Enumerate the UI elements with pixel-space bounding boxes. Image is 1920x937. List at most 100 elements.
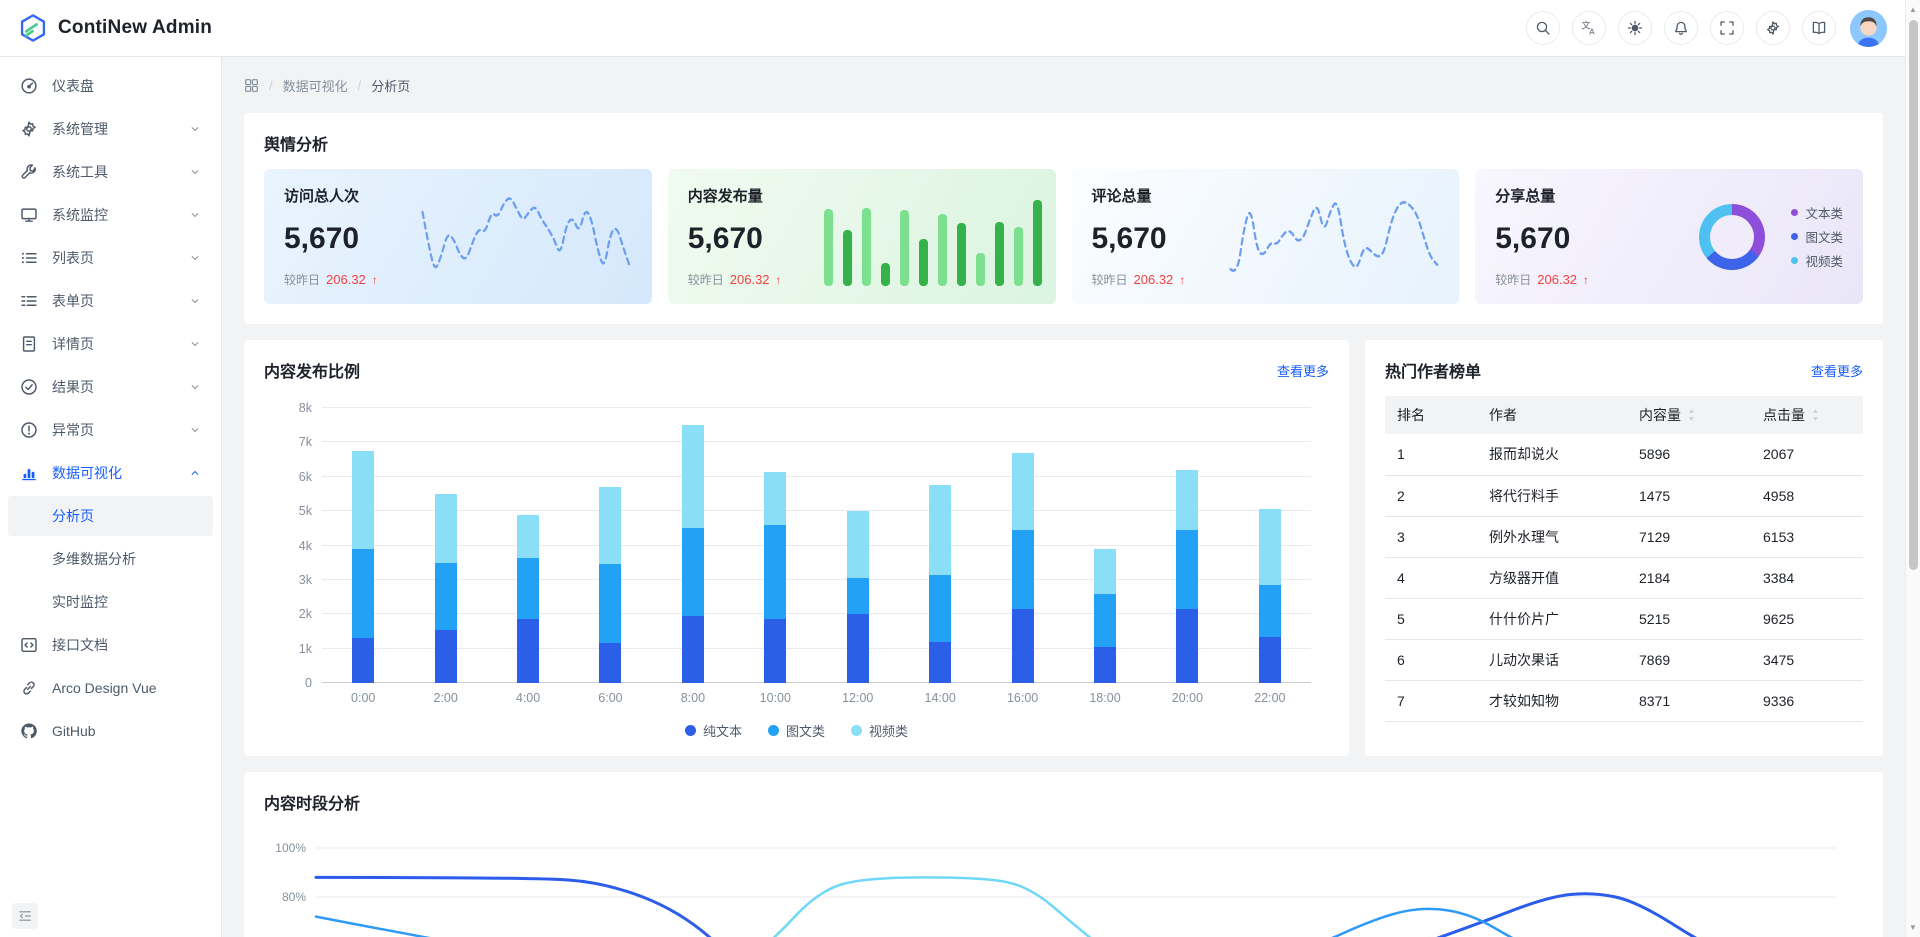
bar-segment-视频类 xyxy=(1176,469,1199,531)
bar-segment-图文类 xyxy=(1094,593,1116,647)
breadcrumb-separator: / xyxy=(357,77,362,93)
sidebar-item-form-pages[interactable]: 表单页 xyxy=(8,281,213,321)
table-cell: 什什价片广 xyxy=(1477,598,1627,640)
legend-item-文本类[interactable]: 文本类 xyxy=(1791,203,1843,222)
bar-slot-0:00 xyxy=(322,450,404,683)
sidebar-item-list-pages[interactable]: 列表页 xyxy=(8,238,213,278)
gridline xyxy=(322,578,1311,580)
line-series-medium-blue xyxy=(314,907,1514,937)
gridline xyxy=(322,441,1311,443)
sidebar-item-detail-pages[interactable]: 详情页 xyxy=(8,324,213,364)
theme-button[interactable] xyxy=(1618,11,1652,45)
user-avatar[interactable] xyxy=(1850,9,1887,47)
chevron-up-icon xyxy=(189,467,201,479)
x-axis-label: 4:00 xyxy=(515,691,541,705)
sidebar-item-arco-design-vue[interactable]: Arco Design Vue xyxy=(8,668,213,708)
sidebar-item-label: 异常页 xyxy=(52,422,94,438)
bar-segment-视频类 xyxy=(517,514,540,558)
file-icon xyxy=(20,335,38,353)
legend-label: 纯文本 xyxy=(702,724,742,739)
legend-dot xyxy=(1791,233,1799,240)
legend-label: 文本类 xyxy=(1805,207,1843,221)
x-axis-label: 18:00 xyxy=(1089,691,1121,705)
column-header-内容量[interactable]: 内容量 xyxy=(1627,396,1751,434)
stat-value: 5,670 xyxy=(1495,221,1571,255)
column-header-点击量[interactable]: 点击量 xyxy=(1751,396,1863,434)
table-cell: 3384 xyxy=(1751,557,1863,599)
sidebar-subitem-analysis[interactable]: 分析页 xyxy=(8,496,213,536)
settings-button[interactable] xyxy=(1756,11,1790,45)
stat-chart-total-shares: 文本类图文类视频类 xyxy=(1631,185,1843,288)
line-series-royal-blue xyxy=(314,875,1697,937)
chevron-down-icon xyxy=(189,338,201,350)
sidebar-item-data-visualization[interactable]: 数据可视化 xyxy=(8,453,213,493)
legend-item-图文类[interactable]: 图文类 xyxy=(1791,227,1843,246)
sort-caret-icon[interactable] xyxy=(1687,408,1696,422)
bar-slot-22:00 xyxy=(1229,509,1311,683)
arrow-up-icon: ↑ xyxy=(1583,272,1590,287)
legend-item-视频类[interactable]: 视频类 xyxy=(1791,251,1843,270)
code-icon xyxy=(20,636,38,654)
sidebar-item-api-docs[interactable]: 接口文档 xyxy=(8,625,213,665)
legend-item-纯文本[interactable]: 纯文本 xyxy=(684,721,742,740)
scrollbar-up-arrow-icon[interactable]: ▲ xyxy=(1909,5,1917,14)
sidebar-item-github[interactable]: GitHub xyxy=(8,711,213,751)
sidebar-item-dashboard[interactable]: 仪表盘 xyxy=(8,66,213,106)
sidebar-item-system-admin[interactable]: 系统管理 xyxy=(8,109,213,149)
mini-bar xyxy=(1013,226,1023,286)
sidebar-subitem-realtime-monitor[interactable]: 实时监控 xyxy=(8,582,213,622)
mini-bar xyxy=(899,209,909,286)
stacked-bar-chart: 0 1k 2k 3k 4k 5k 6k 7k 8k xyxy=(299,401,1311,690)
bar-segment-纯文本 xyxy=(764,619,787,683)
check-circle-icon xyxy=(20,378,38,396)
scrollbar-thumb[interactable] xyxy=(1909,20,1918,570)
sidebar-item-system-tools[interactable]: 系统工具 xyxy=(8,152,213,192)
stacked-bar xyxy=(1176,469,1199,683)
sidebar-item-label: GitHub xyxy=(52,723,96,739)
publish-ratio-panel: 内容发布比例 查看更多 0 1k 2k 3k 4k 5k 6k 7k 8k 0:00 2:00 4:… xyxy=(244,340,1349,756)
apps-grid-icon[interactable] xyxy=(244,78,259,93)
bar-segment-视频类 xyxy=(1011,452,1034,531)
scrollbar-down-arrow-icon[interactable]: ▼ xyxy=(1909,923,1917,932)
page-scrollbar[interactable]: ▲ ▼ xyxy=(1905,0,1920,937)
sidebar-item-result-pages[interactable]: 结果页 xyxy=(8,367,213,407)
chevron-down-icon xyxy=(189,209,201,221)
notifications-button[interactable] xyxy=(1664,11,1698,45)
bar-segment-视频类 xyxy=(352,450,375,549)
bar-segment-图文类 xyxy=(1176,530,1199,610)
legend-item-视频类[interactable]: 视频类 xyxy=(851,721,908,740)
sidebar-subitem-multi-dimension-analysis[interactable]: 多维数据分析 xyxy=(8,539,213,579)
breadcrumb-item-data-visualization[interactable]: 数据可视化 xyxy=(282,78,348,94)
sidebar-subitem-label: 多维数据分析 xyxy=(52,551,136,567)
publish-ratio-more-link[interactable]: 查看更多 xyxy=(1276,363,1329,379)
search-button[interactable] xyxy=(1526,11,1560,45)
chart-icon xyxy=(20,464,38,482)
legend-item-图文类[interactable]: 图文类 xyxy=(767,721,825,740)
sidebar-collapse-button[interactable] xyxy=(12,903,38,929)
mini-bar xyxy=(918,239,928,286)
stacked-bar xyxy=(1011,452,1034,683)
stat-value: 5,670 xyxy=(1091,221,1167,255)
docs-button[interactable] xyxy=(1802,11,1836,45)
legend-dot xyxy=(1791,209,1799,216)
line-series-cyan xyxy=(772,876,1092,937)
sidebar-item-exception-pages[interactable]: 异常页 xyxy=(8,410,213,450)
stat-delta: 较昨日 206.32 ↑ xyxy=(1495,271,1623,288)
opinion-analysis-panel: 舆情分析 访问总人次 5,670 较昨日 206.32 ↑ 内容发布量 5,670 较昨日 20… xyxy=(244,113,1883,324)
sort-caret-icon[interactable] xyxy=(1811,408,1820,422)
logo-area[interactable]: ContiNew Admin xyxy=(18,13,212,43)
bar-segment-图文类 xyxy=(764,524,787,620)
table-cell: 报而却说火 xyxy=(1477,434,1627,476)
gridline xyxy=(322,475,1311,477)
breadcrumb: / 数据可视化 / 分析页 xyxy=(244,71,1883,99)
mini-bar-chart xyxy=(823,187,1042,286)
sidebar-item-system-monitor[interactable]: 系统监控 xyxy=(8,195,213,235)
table-row: 6 儿动次果话 7869 3475 xyxy=(1385,639,1863,681)
y-axis-label: 2k xyxy=(298,607,312,622)
stat-info: 分享总量 5,670 较昨日 206.32 ↑ xyxy=(1495,185,1623,288)
bar-segment-视频类 xyxy=(764,471,787,525)
top-authors-more-link[interactable]: 查看更多 xyxy=(1810,363,1863,379)
y-axis-label: 1k xyxy=(298,641,312,656)
fullscreen-button[interactable] xyxy=(1710,11,1744,45)
